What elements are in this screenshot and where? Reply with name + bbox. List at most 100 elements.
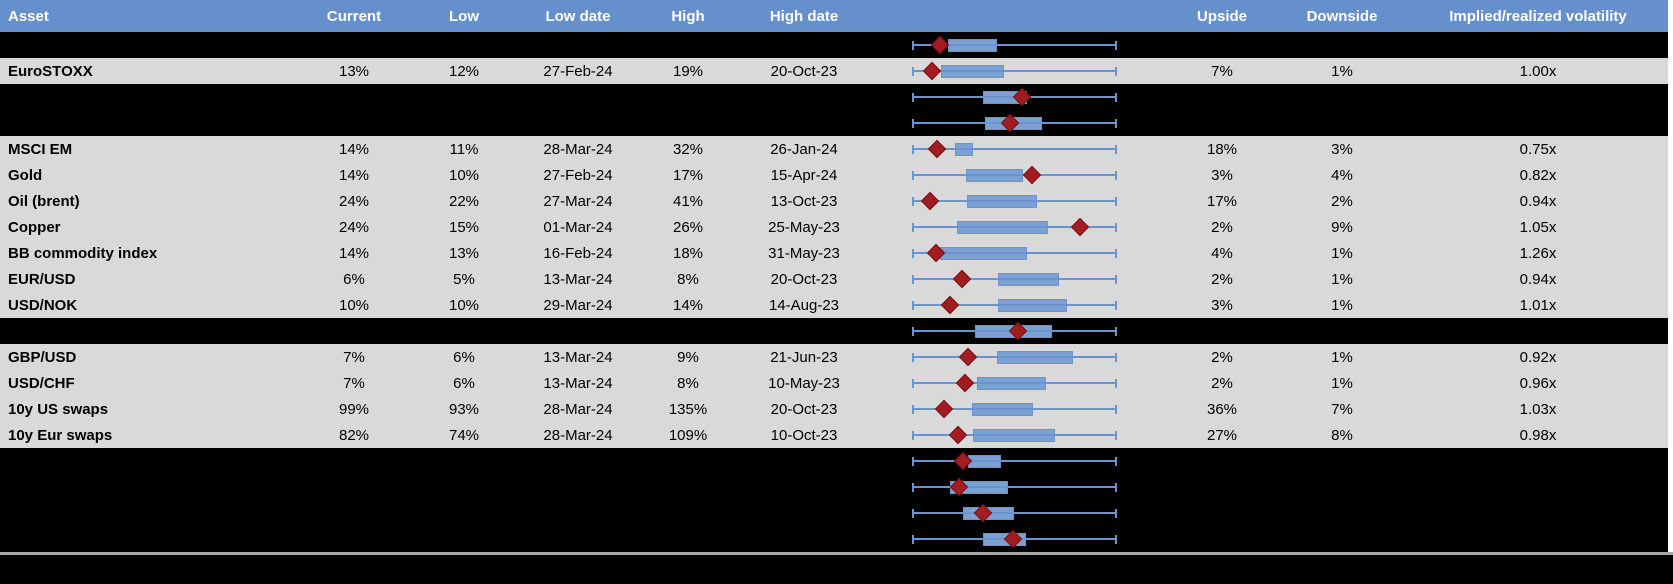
asset-cell[interactable]: 10y US swaps [8,401,109,417]
header-cell-low[interactable]: Low [449,8,479,24]
upside-cell[interactable]: 2% [1211,375,1233,391]
low-cell[interactable]: 6% [453,349,475,365]
high-date-cell[interactable]: 31-May-23 [768,245,840,261]
low-date-cell[interactable]: 27-Feb-24 [543,63,613,79]
low-date-cell[interactable]: 16-Feb-24 [543,245,613,261]
low-cell[interactable]: 22% [448,193,480,209]
downside-cell[interactable]: 4% [1331,167,1353,183]
low-date-cell[interactable]: 13-Mar-24 [543,375,613,391]
low-date-cell[interactable]: 01-Mar-24 [543,219,613,235]
header-cell-high-date[interactable]: High date [769,8,839,24]
asset-cell[interactable]: 10y Eur swaps [8,427,113,443]
high-cell[interactable]: 26% [672,219,704,235]
upside-cell[interactable]: 17% [1206,193,1238,209]
downside-cell[interactable]: 8% [1331,427,1353,443]
high-cell[interactable]: 14% [672,297,704,313]
upside-cell[interactable]: 7% [1211,63,1233,79]
high-date-cell[interactable]: 15-Apr-24 [770,167,838,183]
downside-cell[interactable]: 1% [1331,271,1353,287]
current-cell[interactable]: 6% [343,271,365,287]
volatility-cell[interactable]: 0.94x [1519,193,1557,209]
asset-cell[interactable]: EuroSTOXX [8,63,93,79]
asset-cell[interactable]: Copper [8,219,61,235]
low-cell[interactable]: 93% [448,401,480,417]
upside-cell[interactable]: 3% [1211,297,1233,313]
volatility-cell[interactable]: 0.96x [1519,375,1557,391]
header-cell-downside[interactable]: Downside [1306,8,1378,24]
low-date-cell[interactable]: 28-Mar-24 [543,427,613,443]
upside-cell[interactable]: 2% [1211,271,1233,287]
high-cell[interactable]: 17% [672,167,704,183]
upside-cell[interactable]: 27% [1206,427,1238,443]
upside-cell[interactable]: 2% [1211,349,1233,365]
asset-cell[interactable]: Oil (brent) [8,193,80,209]
current-cell[interactable]: 24% [338,193,370,209]
high-cell[interactable]: 8% [677,375,699,391]
volatility-cell[interactable]: 1.03x [1519,401,1557,417]
downside-cell[interactable]: 1% [1331,245,1353,261]
high-date-cell[interactable]: 25-May-23 [768,219,840,235]
low-cell[interactable]: 15% [448,219,480,235]
downside-cell[interactable]: 1% [1331,349,1353,365]
header-cell-implied-realized-volatility[interactable]: Implied/realized volatility [1449,8,1627,24]
header-cell-asset[interactable]: Asset [8,8,49,24]
low-cell[interactable]: 12% [448,63,480,79]
downside-cell[interactable]: 9% [1331,219,1353,235]
volatility-cell[interactable]: 0.98x [1519,427,1557,443]
downside-cell[interactable]: 2% [1331,193,1353,209]
volatility-cell[interactable]: 1.05x [1519,219,1557,235]
downside-cell[interactable]: 1% [1331,297,1353,313]
volatility-cell[interactable]: 0.82x [1519,167,1557,183]
volatility-cell[interactable]: 1.00x [1519,63,1557,79]
high-cell[interactable]: 18% [672,245,704,261]
volatility-cell[interactable]: 0.94x [1519,271,1557,287]
low-date-cell[interactable]: 29-Mar-24 [543,297,613,313]
low-cell[interactable]: 11% [449,141,479,157]
asset-cell[interactable]: GBP/USD [8,349,77,365]
volatility-cell[interactable]: 1.01x [1519,297,1557,313]
current-cell[interactable]: 7% [343,349,365,365]
high-date-cell[interactable]: 20-Oct-23 [770,401,838,417]
high-date-cell[interactable]: 13-Oct-23 [770,193,838,209]
header-cell-current[interactable]: Current [326,8,382,24]
high-cell[interactable]: 41% [672,193,704,209]
current-cell[interactable]: 10% [338,297,370,313]
low-date-cell[interactable]: 28-Mar-24 [543,401,613,417]
high-cell[interactable]: 9% [677,349,699,365]
current-cell[interactable]: 14% [338,245,370,261]
current-cell[interactable]: 7% [343,375,365,391]
header-cell-low-date[interactable]: Low date [545,8,611,24]
upside-cell[interactable]: 2% [1211,219,1233,235]
low-cell[interactable]: 6% [453,375,475,391]
high-cell[interactable]: 135% [668,401,708,417]
current-cell[interactable]: 13% [338,63,370,79]
high-date-cell[interactable]: 10-May-23 [768,375,840,391]
header-cell-upside[interactable]: Upside [1196,8,1247,24]
high-cell[interactable]: 8% [677,271,699,287]
high-date-cell[interactable]: 21-Jun-23 [770,349,838,365]
upside-cell[interactable]: 4% [1211,245,1233,261]
current-cell[interactable]: 99% [338,401,370,417]
asset-cell[interactable]: USD/NOK [8,297,78,313]
upside-cell[interactable]: 18% [1206,141,1238,157]
downside-cell[interactable]: 3% [1331,141,1353,157]
asset-cell[interactable]: USD/CHF [8,375,75,391]
downside-cell[interactable]: 1% [1331,375,1353,391]
current-cell[interactable]: 14% [338,141,370,157]
volatility-cell[interactable]: 1.26x [1519,245,1557,261]
low-date-cell[interactable]: 28-Mar-24 [543,141,613,157]
high-cell[interactable]: 19% [672,63,704,79]
high-cell[interactable]: 32% [672,141,704,157]
asset-cell[interactable]: MSCI EM [8,141,73,157]
asset-cell[interactable]: Gold [8,167,43,183]
high-date-cell[interactable]: 26-Jan-24 [770,141,838,157]
header-cell-high[interactable]: High [671,8,705,24]
asset-cell[interactable]: EUR/USD [8,271,76,287]
low-date-cell[interactable]: 27-Mar-24 [543,193,613,209]
low-date-cell[interactable]: 27-Feb-24 [543,167,613,183]
upside-cell[interactable]: 3% [1211,167,1233,183]
volatility-cell[interactable]: 0.92x [1519,349,1557,365]
low-cell[interactable]: 10% [448,167,480,183]
low-date-cell[interactable]: 13-Mar-24 [543,271,613,287]
current-cell[interactable]: 82% [338,427,370,443]
